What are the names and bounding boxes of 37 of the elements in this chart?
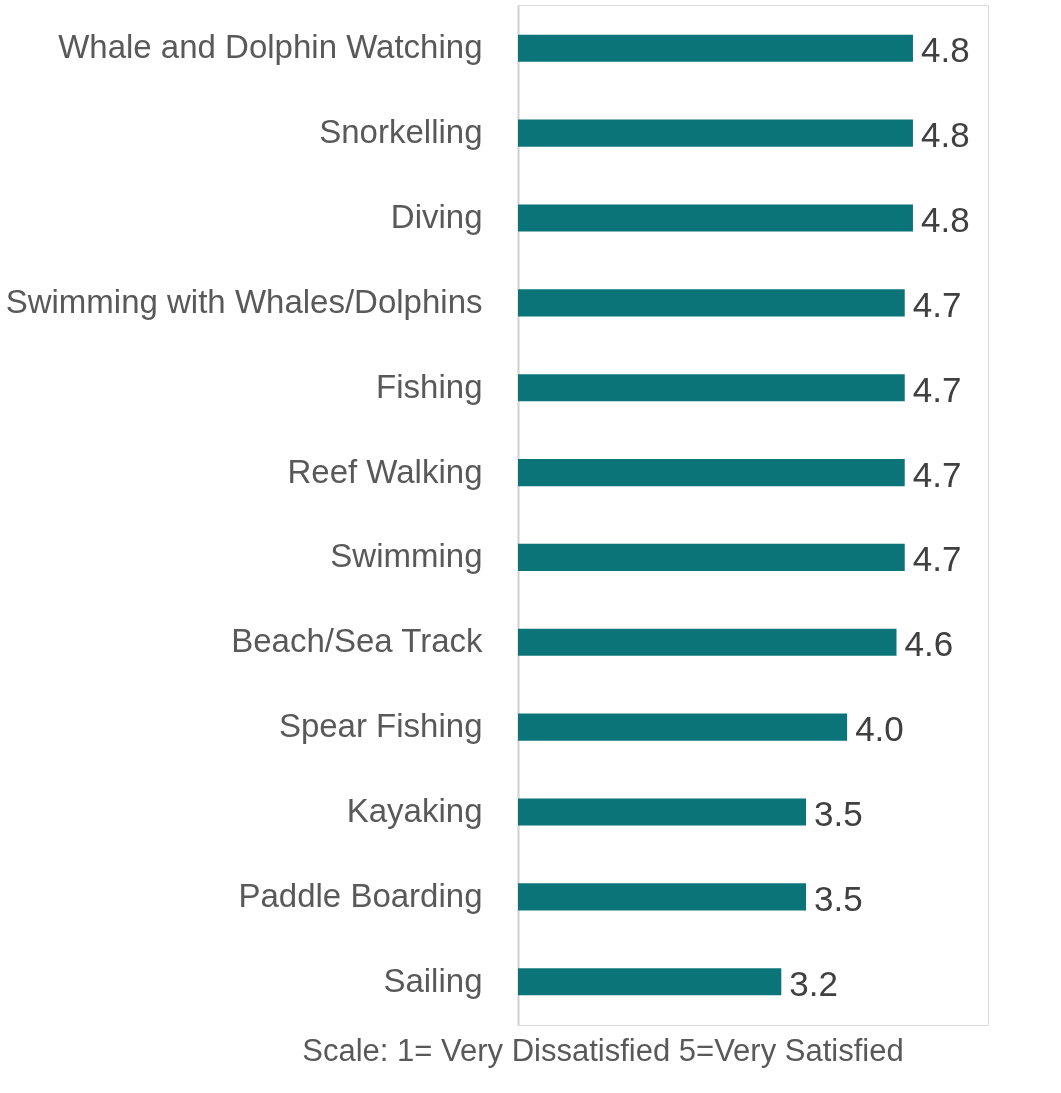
- data-label: 3.2: [789, 963, 838, 1003]
- bar: [518, 543, 905, 572]
- y-tick-label: Spear Fishing: [278, 707, 483, 745]
- y-tick-label: Fishing: [376, 367, 483, 405]
- data-label: 4.7: [912, 539, 962, 579]
- data-label: 4.8: [920, 115, 970, 155]
- data-label: 4.7: [912, 454, 962, 494]
- bar: [518, 798, 806, 826]
- data-label: 4.8: [920, 200, 970, 239]
- data-label: 4.6: [904, 624, 954, 664]
- y-tick-label: Beach/Sea Track: [231, 622, 483, 660]
- bar: [518, 119, 913, 147]
- data-label: 4.8: [920, 30, 970, 70]
- y-tick-label: Whale and Dolphin Watching: [58, 28, 483, 66]
- bar: [518, 34, 913, 62]
- bar: [518, 374, 905, 402]
- y-tick-label: Reef Walking: [287, 452, 483, 490]
- data-label: 3.5: [813, 794, 863, 834]
- bar: [518, 713, 848, 741]
- y-tick-label: Snorkelling: [319, 113, 483, 151]
- text: Scale: 1= Very Dissatisfied 5=Very Satisfied: [302, 1033, 904, 1068]
- bar: [518, 204, 913, 232]
- bar: [518, 458, 905, 487]
- data-label: 3.5: [813, 878, 863, 918]
- data-label: 4.0: [855, 709, 904, 749]
- y-tick-label: Paddle Boarding: [238, 876, 483, 914]
- y-tick-label: Kayaking: [346, 792, 483, 830]
- data-label: 4.7: [912, 369, 962, 409]
- y-tick-label: Swimming: [330, 537, 483, 575]
- bar: [518, 968, 782, 996]
- y-tick-label: Swimming with Whales/Dolphins: [5, 282, 483, 320]
- bar: [518, 289, 905, 317]
- data-label: 4.7: [912, 284, 962, 324]
- y-tick-label: Sailing: [383, 961, 483, 999]
- bar: [518, 628, 897, 656]
- y-tick-label: Diving: [390, 198, 483, 235]
- bar: [518, 883, 806, 911]
